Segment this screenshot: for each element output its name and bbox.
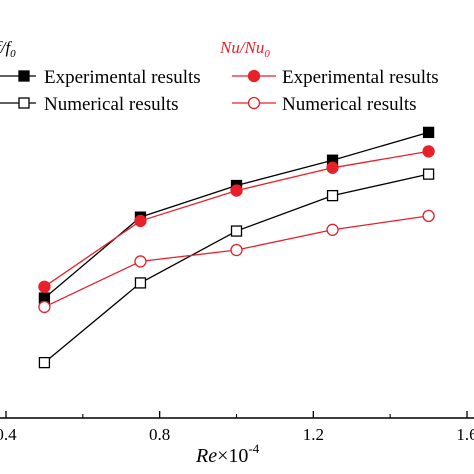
data-point — [230, 184, 243, 197]
series-line — [44, 150, 429, 288]
data-point — [230, 225, 243, 237]
x-tick-label: 1.6 — [456, 425, 474, 444]
x-axis-title-multiplier: ×10 — [217, 445, 248, 467]
svg-text:Re×10-4: Re×10-4 — [195, 441, 260, 467]
data-point — [422, 209, 435, 223]
x-tick-label: 0.4 — [0, 425, 17, 444]
data-point — [134, 255, 147, 268]
x-axis-title-exponent: -4 — [248, 441, 259, 456]
series-line — [44, 173, 429, 364]
legend-marker — [247, 96, 261, 110]
series-4 — [38, 209, 435, 314]
x-tick-label: 1.2 — [303, 425, 324, 444]
series-line — [43, 131, 429, 299]
data-point — [230, 243, 243, 257]
data-point — [422, 168, 435, 180]
x-axis-title-variable: Re — [195, 445, 217, 467]
x-axis-title: Re×10-4 — [195, 441, 260, 467]
legend-label: Numerical results — [282, 94, 417, 115]
data-point — [38, 280, 51, 293]
legend-marker — [18, 70, 30, 82]
legend-header-f: f/f0 — [0, 38, 16, 60]
series-3 — [38, 145, 435, 293]
legend-marker — [247, 69, 261, 83]
legend: f/f0 Nu/Nu0 Experimental results Numeric… — [0, 38, 439, 115]
x-axis: 0.4 0.8 1.2 1.6 — [0, 411, 474, 444]
series-2 — [38, 168, 435, 369]
legend-header-nu: Nu/Nu0 — [219, 38, 270, 60]
legend-label: Numerical results — [44, 94, 179, 115]
plot-area — [38, 126, 435, 369]
legend-label: Experimental results — [282, 67, 439, 88]
data-point — [134, 277, 147, 289]
data-point — [134, 214, 147, 228]
data-point — [38, 356, 51, 369]
x-tick-label: 0.8 — [149, 425, 170, 444]
data-point — [326, 189, 339, 202]
data-point — [326, 223, 339, 236]
data-point — [38, 300, 51, 314]
series-1 — [38, 126, 435, 304]
data-point — [326, 161, 339, 174]
data-point — [422, 126, 435, 139]
legend-label: Experimental results — [44, 67, 201, 88]
data-point — [422, 145, 435, 158]
legend-marker — [18, 97, 30, 109]
